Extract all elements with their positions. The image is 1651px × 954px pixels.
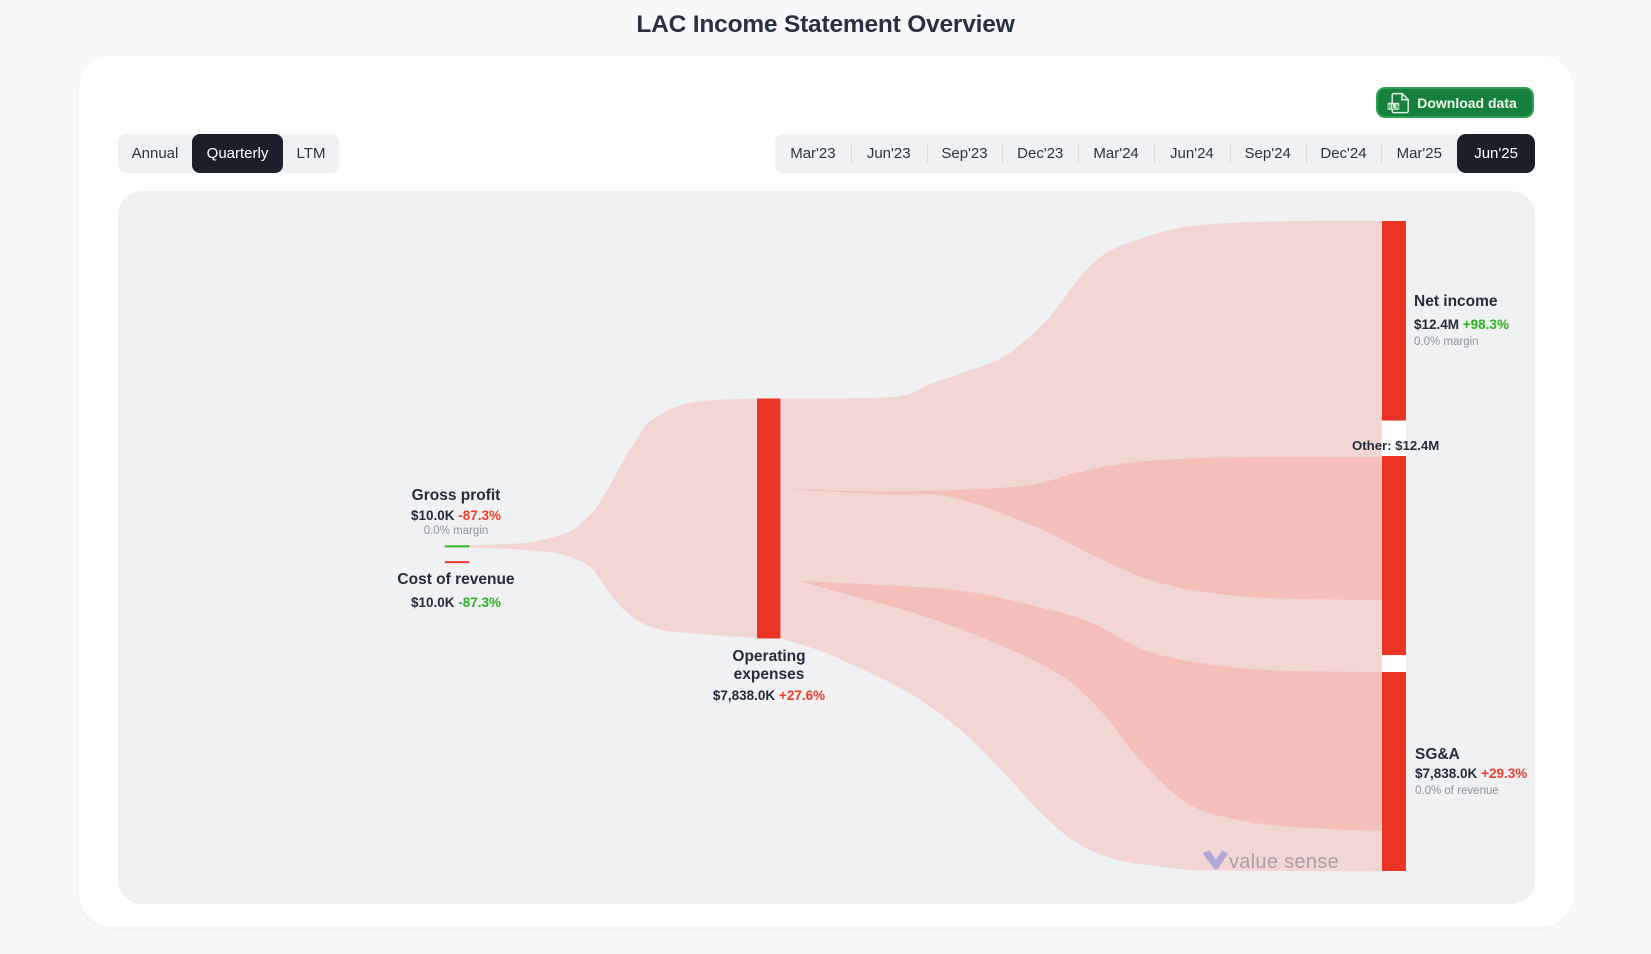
svg-text:XLS: XLS bbox=[1388, 104, 1400, 110]
